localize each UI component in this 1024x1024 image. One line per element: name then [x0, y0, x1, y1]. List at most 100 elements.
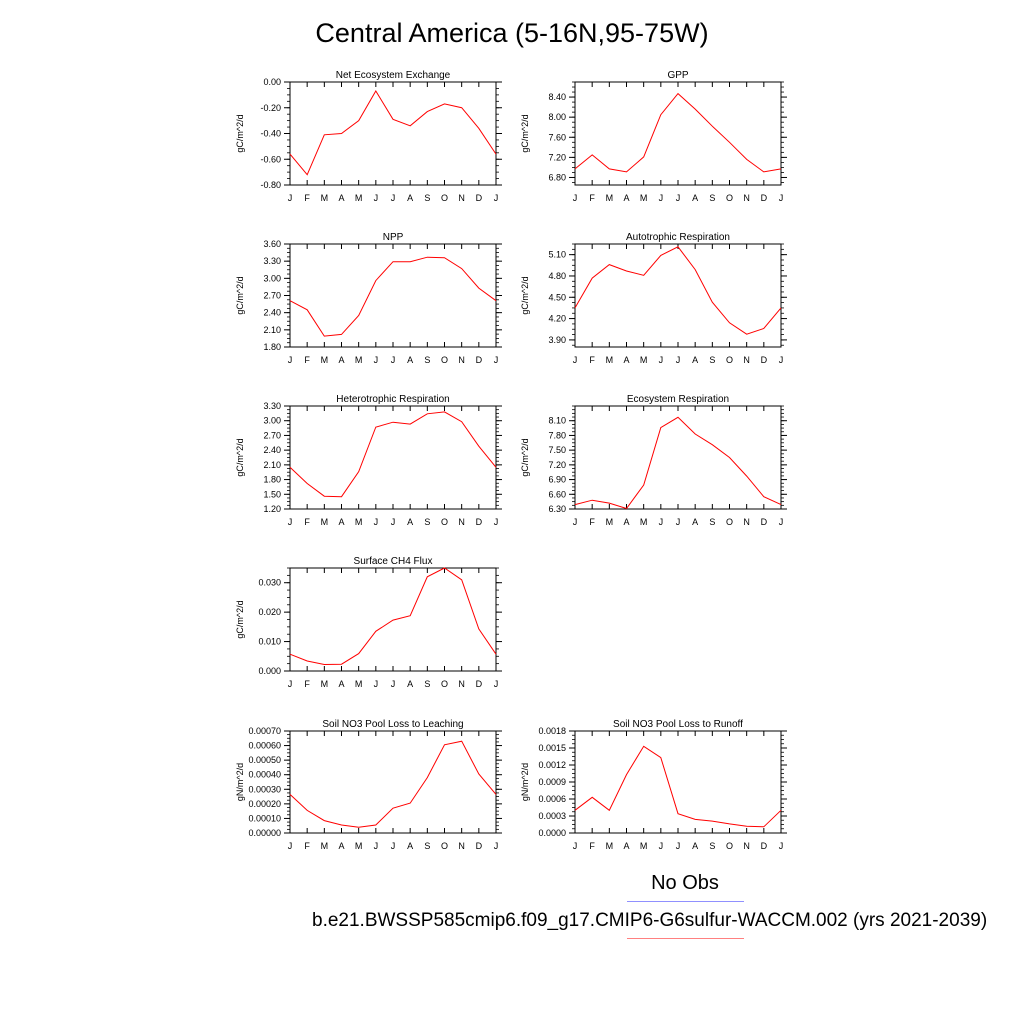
y-tick-label: 2.10	[263, 460, 281, 470]
x-tick-label: J	[494, 517, 499, 527]
x-tick-label: J	[374, 679, 379, 689]
y-tick-label: 6.90	[548, 475, 566, 485]
x-tick-label: J	[391, 355, 396, 365]
x-tick-label: S	[424, 841, 430, 851]
y-axis-label: gC/m^2/d	[235, 114, 245, 152]
y-tick-label: 2.40	[263, 308, 281, 318]
y-tick-label: 0.0000	[538, 828, 566, 838]
y-tick-label: 1.80	[263, 475, 281, 485]
x-tick-label: F	[304, 679, 310, 689]
x-tick-label: O	[441, 841, 448, 851]
y-tick-label: 4.80	[548, 271, 566, 281]
y-tick-label: 1.20	[263, 504, 281, 514]
x-tick-label: O	[726, 517, 733, 527]
x-tick-label: J	[374, 193, 379, 203]
x-tick-label: J	[676, 841, 681, 851]
x-tick-label: J	[676, 193, 681, 203]
x-tick-label: M	[606, 193, 614, 203]
x-tick-label: J	[659, 517, 664, 527]
x-tick-label: N	[458, 841, 465, 851]
x-tick-label: M	[321, 355, 329, 365]
x-tick-label: A	[623, 355, 629, 365]
x-tick-label: J	[288, 841, 293, 851]
x-tick-label: A	[407, 841, 413, 851]
x-tick-label: F	[304, 517, 310, 527]
x-tick-label: M	[640, 841, 648, 851]
x-tick-label: J	[391, 517, 396, 527]
x-tick-label: J	[374, 517, 379, 527]
x-tick-label: F	[589, 355, 595, 365]
y-tick-label: 8.10	[548, 416, 566, 426]
y-tick-label: 0.00040	[248, 770, 281, 780]
y-tick-label: 2.70	[263, 291, 281, 301]
series-line-1	[574, 416, 782, 510]
y-tick-label: 3.60	[263, 239, 281, 249]
x-tick-label: J	[779, 355, 784, 365]
panel-frame	[574, 730, 782, 834]
x-tick-label: J	[494, 841, 499, 851]
y-tick-label: 0.00070	[248, 726, 281, 736]
panel-title: Surface CH4 Flux	[354, 556, 433, 567]
y-tick-label: 6.30	[548, 504, 566, 514]
y-tick-label: 0.0006	[538, 794, 566, 804]
x-tick-label: O	[441, 355, 448, 365]
x-tick-label: M	[606, 355, 614, 365]
y-tick-label: 0.000	[258, 666, 281, 676]
panel-title: Net Ecosystem Exchange	[336, 70, 451, 81]
y-axis-label: gC/m^2/d	[520, 438, 530, 476]
panel-title: NPP	[383, 232, 404, 243]
y-tick-label: 3.00	[263, 273, 281, 283]
x-tick-label: M	[321, 679, 329, 689]
x-tick-label: D	[761, 193, 768, 203]
y-axis-label: gN/m^2/d	[520, 763, 530, 801]
x-tick-label: O	[726, 193, 733, 203]
x-tick-label: M	[606, 517, 614, 527]
y-tick-label: 4.50	[548, 292, 566, 302]
y-tick-label: 2.10	[263, 325, 281, 335]
x-tick-label: A	[407, 193, 413, 203]
y-tick-label: -0.60	[260, 154, 281, 164]
y-tick-label: 4.20	[548, 314, 566, 324]
x-tick-label: A	[338, 355, 344, 365]
x-tick-label: S	[424, 679, 430, 689]
x-tick-label: J	[659, 841, 664, 851]
panel-title: Ecosystem Respiration	[627, 394, 729, 405]
x-tick-label: M	[321, 517, 329, 527]
x-tick-label: S	[709, 355, 715, 365]
panel-frame	[289, 567, 497, 672]
x-tick-label: A	[407, 517, 413, 527]
x-tick-label: N	[458, 193, 465, 203]
y-tick-label: 3.30	[263, 401, 281, 411]
x-tick-label: D	[476, 679, 483, 689]
y-tick-label: 0.00030	[248, 784, 281, 794]
x-tick-label: M	[640, 355, 648, 365]
y-tick-label: 0.020	[258, 607, 281, 617]
y-tick-label: 7.20	[548, 152, 566, 162]
y-axis-label: gN/m^2/d	[235, 763, 245, 801]
x-tick-label: O	[726, 355, 733, 365]
x-tick-label: J	[573, 841, 578, 851]
x-tick-label: J	[573, 355, 578, 365]
x-tick-label: J	[288, 193, 293, 203]
x-tick-label: D	[476, 355, 483, 365]
x-tick-label: J	[288, 679, 293, 689]
panel-frame	[574, 243, 782, 348]
y-axis-label: gC/m^2/d	[520, 114, 530, 152]
x-tick-label: J	[779, 841, 784, 851]
panel-title: Heterotrophic Respiration	[336, 394, 449, 405]
x-tick-label: A	[692, 841, 698, 851]
panel-title: Autotrophic Respiration	[626, 232, 730, 243]
y-tick-label: 7.80	[548, 430, 566, 440]
legend-obs-label: No Obs	[651, 872, 719, 894]
x-tick-label: A	[692, 355, 698, 365]
x-tick-label: D	[761, 841, 768, 851]
y-tick-label: 7.60	[548, 132, 566, 142]
y-axis-label: gC/m^2/d	[520, 276, 530, 314]
x-tick-label: A	[623, 517, 629, 527]
x-tick-label: F	[304, 841, 310, 851]
panel-title: Soil NO3 Pool Loss to Runoff	[613, 719, 743, 730]
x-tick-label: M	[606, 841, 614, 851]
